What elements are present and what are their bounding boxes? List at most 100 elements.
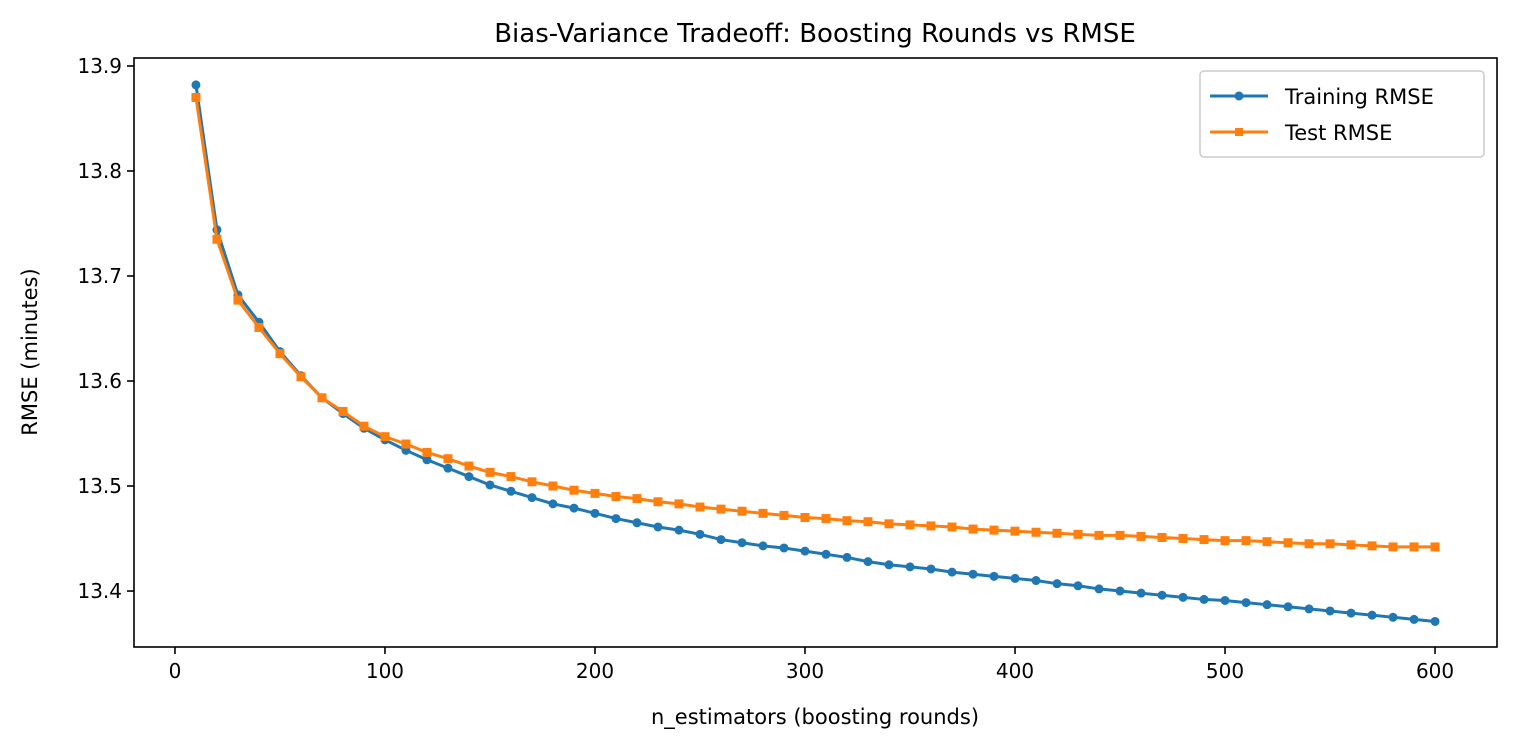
data-point <box>1010 526 1020 536</box>
data-point <box>653 497 663 507</box>
data-point <box>1325 606 1335 616</box>
y-tick-label: 13.5 <box>77 474 122 498</box>
data-point <box>1241 598 1251 608</box>
x-tick-label: 200 <box>576 659 614 683</box>
y-tick-label: 13.9 <box>77 54 122 78</box>
data-point <box>1304 539 1314 549</box>
data-point <box>485 480 495 490</box>
axis-ticks: 0 100 200 300 400 500 600 13.4 13.5 13.6 13.7 13.8 1… <box>77 54 1454 683</box>
data-point <box>632 518 642 528</box>
data-point <box>779 510 789 520</box>
data-point <box>254 322 264 332</box>
data-point <box>548 481 558 491</box>
y-tick-label: 13.4 <box>77 579 122 603</box>
data-point <box>233 295 243 305</box>
data-point <box>1388 542 1398 552</box>
data-point <box>443 454 453 464</box>
x-tick-label: 300 <box>786 659 824 683</box>
data-point <box>1262 600 1272 610</box>
data-point <box>1430 616 1440 626</box>
series-line <box>194 97 1436 549</box>
data-point <box>1136 531 1146 541</box>
data-point <box>1031 576 1041 586</box>
data-point <box>1115 586 1125 596</box>
data-point <box>380 432 390 442</box>
legend-label-training: Training RMSE <box>1284 85 1434 109</box>
data-point <box>947 567 957 577</box>
data-point <box>695 529 705 539</box>
data-point <box>947 522 957 532</box>
data-point <box>1241 536 1251 546</box>
x-tick-label: 400 <box>996 659 1034 683</box>
data-point <box>863 517 873 527</box>
axes-frame <box>133 57 1498 648</box>
data-point <box>212 234 222 244</box>
legend: Training RMSE Test RMSE <box>1199 70 1485 158</box>
data-point <box>926 521 936 531</box>
plot-area <box>191 80 1440 626</box>
data-point <box>968 524 978 534</box>
data-point <box>1052 528 1062 538</box>
x-tick-label: 600 <box>1416 659 1454 683</box>
data-point <box>1430 542 1440 552</box>
data-point <box>1031 527 1041 537</box>
data-point <box>1409 614 1419 624</box>
data-point <box>842 516 852 526</box>
x-tick-label: 0 <box>169 659 182 683</box>
data-point <box>737 506 747 516</box>
data-point <box>1178 534 1188 544</box>
data-point <box>1220 536 1230 546</box>
data-point <box>989 525 999 535</box>
data-point <box>443 463 453 473</box>
data-point <box>611 492 621 502</box>
data-point <box>1157 590 1167 600</box>
data-point <box>926 564 936 574</box>
legend-square-marker-icon <box>1235 128 1243 136</box>
data-point <box>1010 573 1020 583</box>
legend-label-test: Test RMSE <box>1284 121 1392 145</box>
y-tick-label: 13.8 <box>77 159 122 183</box>
x-axis-label: n_estimators (boosting rounds) <box>651 705 979 730</box>
data-point <box>590 488 600 498</box>
data-point <box>359 421 369 431</box>
data-point <box>1388 612 1398 622</box>
data-point <box>1073 581 1083 591</box>
x-tick-label: 500 <box>1206 659 1244 683</box>
data-point <box>716 535 726 545</box>
data-point <box>275 349 285 359</box>
data-point <box>989 571 999 581</box>
data-point <box>569 485 579 495</box>
data-point <box>1346 540 1356 550</box>
x-tick-label: 100 <box>366 659 404 683</box>
data-point <box>632 494 642 504</box>
series-test-rmse <box>191 92 1440 552</box>
data-point <box>821 514 831 524</box>
data-point <box>464 472 474 482</box>
data-point <box>611 514 621 524</box>
data-point <box>884 560 894 570</box>
data-point <box>1199 535 1209 545</box>
data-point <box>338 406 348 416</box>
data-point <box>296 372 306 382</box>
data-point <box>1199 594 1209 604</box>
data-point <box>1325 539 1335 549</box>
data-point <box>842 552 852 562</box>
data-point <box>191 80 201 90</box>
data-point <box>758 541 768 551</box>
y-tick-label: 13.6 <box>77 369 122 393</box>
data-point <box>1283 538 1293 548</box>
data-point <box>1409 542 1419 552</box>
data-point <box>1052 579 1062 589</box>
data-point <box>422 455 432 465</box>
legend-box <box>1199 70 1485 158</box>
data-point <box>191 92 201 102</box>
series-training-rmse <box>191 80 1440 626</box>
data-point <box>401 439 411 449</box>
y-axis-label: RMSE (minutes) <box>18 268 42 435</box>
data-point <box>464 461 474 471</box>
data-point <box>1283 602 1293 612</box>
data-point <box>1178 592 1188 602</box>
data-point <box>1094 530 1104 540</box>
data-point <box>1136 588 1146 598</box>
data-point <box>674 499 684 509</box>
